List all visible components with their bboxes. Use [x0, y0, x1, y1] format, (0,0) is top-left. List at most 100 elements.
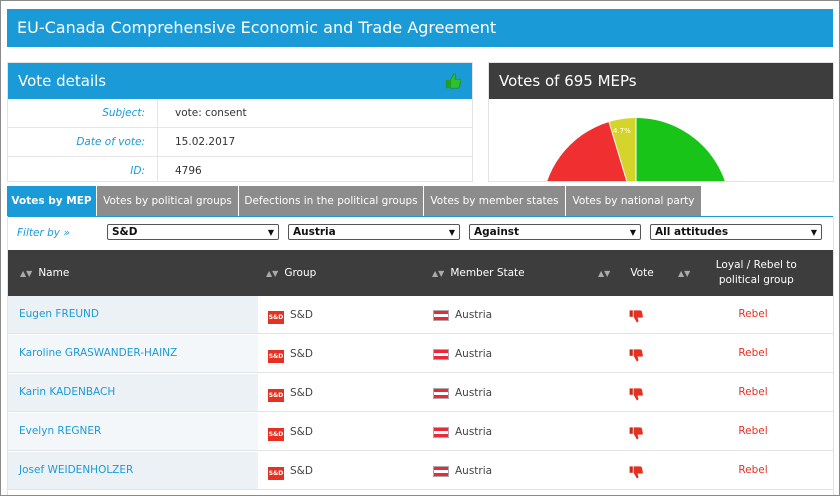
- sd-logo-icon: S&D: [268, 310, 284, 324]
- table-row: Karin KADENBACH S&D S&D Austria Rebel: [8, 374, 833, 412]
- vote-detail-row-id: ID: 4796: [8, 157, 472, 181]
- group-cell: S&D S&D: [268, 386, 313, 402]
- austria-flag-icon: [433, 348, 449, 360]
- mep-votes-heading: Votes of 695 MEPs: [489, 63, 833, 99]
- sort-icon: ▲▼: [20, 268, 33, 278]
- table-row: Eugen FREUND S&D S&D Austria Rebel: [8, 296, 833, 334]
- pie-slice-against[interactable]: [542, 122, 636, 182]
- tab-votes-by-mep[interactable]: Votes by MEP: [7, 186, 97, 216]
- sort-icon: ▲▼: [432, 268, 445, 278]
- group-cell: S&D S&D: [268, 347, 313, 363]
- thumb-down-icon: [629, 349, 643, 362]
- member-state-select-value: Austria: [293, 226, 336, 238]
- group-cell: S&D S&D: [268, 464, 313, 480]
- filter-row: Filter by » S&D ▼ Austria ▼ Against ▼ All a…: [8, 216, 833, 250]
- group-select-value: S&D: [112, 226, 138, 238]
- column-header-vote-label: Vote: [630, 267, 654, 279]
- thumb-down-icon: [629, 310, 643, 323]
- tab-votes-by-political-groups[interactable]: Votes by political groups: [97, 186, 239, 216]
- tab-votes-by-member-states[interactable]: Votes by member states: [424, 186, 566, 216]
- pie-slice-abstain[interactable]: [609, 118, 636, 182]
- loyalty-status: Rebel: [738, 308, 768, 320]
- column-header-name-label: Name: [38, 267, 70, 279]
- mep-name-link[interactable]: Evelyn REGNER: [8, 413, 258, 450]
- vote-select-value: Against: [474, 226, 520, 238]
- sd-logo-icon: S&D: [268, 388, 284, 402]
- column-header-member-state[interactable]: ▲▼ Member State: [432, 250, 525, 296]
- column-header-group-label: Group: [284, 267, 317, 279]
- thumb-down-icon: [629, 466, 643, 479]
- sd-logo-icon: S&D: [268, 427, 284, 441]
- column-header-group[interactable]: ▲▼ Group: [266, 250, 316, 296]
- column-header-member-state-label: Member State: [450, 267, 525, 279]
- votes-pie-chart: 4.7%: [542, 118, 730, 182]
- state-cell: Austria: [433, 425, 492, 439]
- state-cell: Austria: [433, 308, 492, 322]
- pie-slice-label: 4.7%: [613, 127, 631, 135]
- mep-name-link[interactable]: Josef WEIDENHOLZER: [8, 452, 258, 489]
- thumb-down-icon: [629, 427, 643, 440]
- votes-table-panel: Filter by » S&D ▼ Austria ▼ Against ▼ All a…: [7, 216, 834, 495]
- table-body: Eugen FREUND S&D S&D Austria Rebel Karoli…: [8, 296, 833, 495]
- tab-defections[interactable]: Defections in the political groups: [239, 186, 424, 216]
- state-cell: Austria: [433, 347, 492, 361]
- group-label: S&D: [290, 309, 313, 321]
- loyalty-status: Rebel: [738, 386, 768, 398]
- vote-details-panel: Vote details Subject: vote: consent Date…: [7, 62, 473, 182]
- mep-name-link[interactable]: Karoline GRASWANDER-HAINZ: [8, 335, 258, 372]
- austria-flag-icon: [433, 465, 449, 477]
- sd-logo-icon: S&D: [268, 466, 284, 480]
- state-cell: Austria: [433, 386, 492, 400]
- mep-name-link[interactable]: Eugen FREUND: [8, 296, 258, 333]
- vote-detail-row-subject: Subject: vote: consent: [8, 99, 472, 128]
- group-label: S&D: [290, 348, 313, 360]
- column-header-name[interactable]: ▲▼ Name: [20, 250, 69, 296]
- state-cell: Austria: [433, 464, 492, 478]
- member-state-select[interactable]: Austria ▼: [288, 224, 460, 240]
- mep-name-link[interactable]: Karin KADENBACH: [8, 374, 258, 411]
- group-label: S&D: [290, 426, 313, 438]
- date-value: 15.02.2017: [175, 136, 236, 148]
- sort-icon: ▲▼: [598, 268, 611, 278]
- table-row: Karoline GRASWANDER-HAINZ S&D S&D Austria…: [8, 335, 833, 373]
- group-cell: S&D S&D: [268, 425, 313, 441]
- chevron-down-icon: ▼: [267, 228, 274, 237]
- subject-value: vote: consent: [175, 107, 247, 119]
- sd-logo-icon: S&D: [268, 349, 284, 363]
- austria-flag-icon: [433, 426, 449, 438]
- state-label: Austria: [455, 465, 493, 477]
- group-cell: S&D S&D: [268, 308, 313, 324]
- chevron-down-icon: ▼: [629, 228, 636, 237]
- table-header: ▲▼ Name ▲▼ Group ▲▼ Member State ▲▼ Vote ▲▼ L…: [8, 250, 833, 296]
- id-value: 4796: [175, 165, 202, 177]
- vote-detail-row-date: Date of vote: 15.02.2017: [8, 128, 472, 157]
- page-title: EU-Canada Comprehensive Economic and Tra…: [7, 9, 833, 47]
- group-label: S&D: [290, 387, 313, 399]
- column-header-loyalty-label: Loyal / Rebel to political group: [715, 259, 797, 286]
- date-label: Date of vote:: [8, 128, 158, 156]
- table-row: Josef WEIDENHOLZER S&D S&D Austria Rebel: [8, 452, 833, 490]
- loyalty-status: Rebel: [738, 425, 768, 437]
- state-label: Austria: [455, 426, 493, 438]
- mep-votes-panel: Votes of 695 MEPs 4.7%: [488, 62, 834, 182]
- tab-votes-by-national-party[interactable]: Votes by national party: [566, 186, 702, 216]
- loyalty-status: Rebel: [738, 347, 768, 359]
- vote-select[interactable]: Against ▼: [469, 224, 641, 240]
- state-label: Austria: [455, 387, 493, 399]
- tabs-divider: [7, 216, 834, 217]
- attitude-select-value: All attitudes: [655, 226, 729, 238]
- attitude-select[interactable]: All attitudes ▼: [650, 224, 822, 240]
- column-header-vote[interactable]: ▲▼ Vote: [598, 250, 654, 296]
- loyalty-status: Rebel: [738, 464, 768, 476]
- group-label: S&D: [290, 465, 313, 477]
- filter-label: Filter by »: [17, 227, 70, 239]
- sort-icon: ▲▼: [266, 268, 279, 278]
- subject-label: Subject:: [8, 99, 158, 127]
- chevron-down-icon: ▼: [448, 228, 455, 237]
- group-select[interactable]: S&D ▼: [107, 224, 279, 240]
- state-label: Austria: [455, 348, 493, 360]
- column-header-loyalty[interactable]: ▲▼ Loyal / Rebel to political group: [678, 250, 816, 296]
- chevron-down-icon: ▼: [810, 228, 817, 237]
- state-label: Austria: [455, 309, 493, 321]
- pie-slice-for[interactable]: [636, 118, 730, 182]
